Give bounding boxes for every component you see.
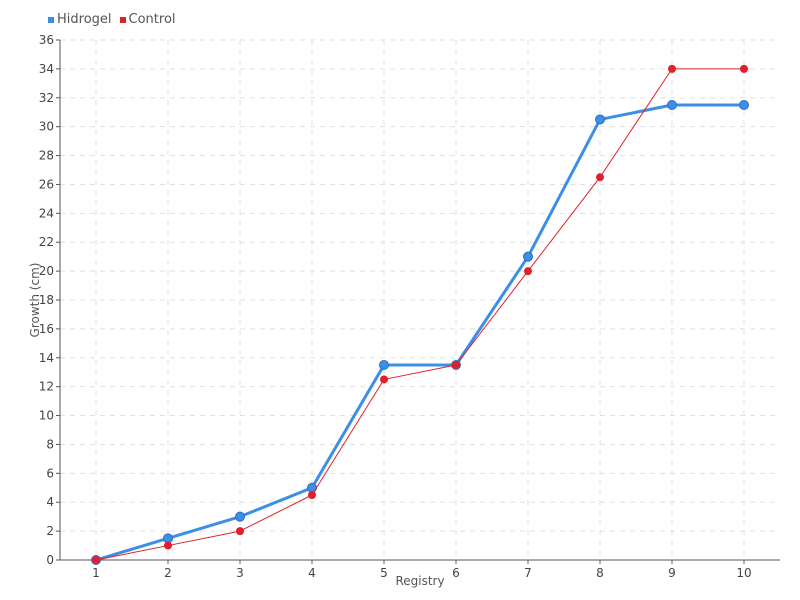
x-tick-label: 3: [236, 566, 244, 580]
legend-swatch-control: [119, 16, 126, 23]
y-tick-label: 34: [39, 62, 54, 76]
y-tick-label: 22: [39, 235, 54, 249]
y-tick-label: 12: [39, 380, 54, 394]
y-tick-label: 14: [39, 351, 54, 365]
x-tick-label: 1: [92, 566, 100, 580]
data-point-hidrogel: [235, 511, 245, 522]
x-tick-label: 2: [164, 566, 172, 580]
data-point-hidrogel: [523, 251, 533, 262]
x-axis-label: Registry: [395, 574, 444, 588]
data-point-hidrogel: [379, 360, 389, 370]
y-tick-label: 26: [39, 177, 54, 191]
series-line-control: [95, 68, 744, 561]
series-layer: [91, 64, 749, 565]
x-tick-label: 8: [596, 566, 604, 580]
y-tick-label: 20: [39, 264, 54, 278]
data-point-control: [452, 361, 460, 369]
x-tick-label: 9: [668, 566, 676, 580]
y-tick-label: 10: [39, 409, 54, 423]
data-point-hidrogel: [307, 482, 317, 493]
legend-label-control: Control: [128, 12, 176, 27]
legend-item-control[interactable]: Control: [119, 12, 176, 27]
data-point-hidrogel: [667, 100, 677, 110]
x-tick-label: 10: [736, 566, 751, 580]
y-tick-label: 0: [46, 553, 54, 567]
x-tick-label: 7: [524, 566, 532, 580]
data-point-control: [668, 64, 676, 73]
data-point-control: [308, 491, 316, 499]
x-tick-label: 4: [308, 566, 316, 580]
data-point-control: [380, 375, 388, 384]
y-tick-label: 28: [39, 149, 54, 163]
data-point-control: [596, 173, 604, 182]
grid-layer: [60, 39, 780, 560]
y-tick-label: 8: [46, 437, 54, 451]
legend-swatch-hidrogel: [48, 16, 54, 23]
y-axis-label: Growth (cm): [28, 263, 42, 338]
y-tick-label: 16: [39, 322, 54, 336]
legend-label-hidrogel: Hidrogel: [57, 12, 112, 27]
x-tick-label: 5: [380, 566, 388, 580]
y-tick-label: 24: [39, 206, 54, 220]
y-tick-label: 30: [39, 120, 54, 134]
legend-item-hidrogel[interactable]: Hidrogel: [48, 12, 112, 27]
data-point-hidrogel: [595, 114, 605, 125]
series-line-hidrogel: [95, 103, 744, 562]
data-point-hidrogel: [163, 533, 173, 544]
y-tick-label: 4: [46, 495, 54, 509]
data-point-control: [92, 556, 100, 564]
y-tick-label: 2: [46, 524, 54, 538]
data-point-control: [236, 527, 244, 536]
y-tick-label: 32: [39, 91, 54, 105]
x-tick-label: 6: [452, 566, 460, 580]
y-tick-label: 6: [46, 466, 54, 480]
data-point-control: [164, 541, 172, 550]
legend: Hidrogel Control: [48, 12, 176, 27]
y-tick-label: 36: [39, 33, 54, 47]
data-point-control: [524, 267, 532, 276]
data-point-hidrogel: [739, 100, 749, 110]
y-tick-label: 18: [39, 293, 54, 307]
data-point-control: [740, 64, 748, 73]
